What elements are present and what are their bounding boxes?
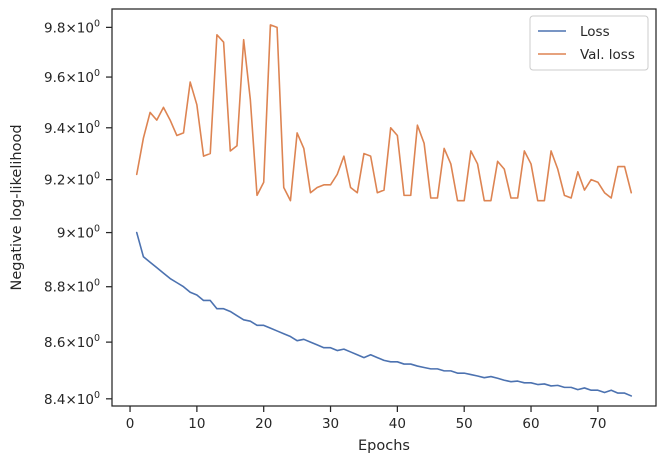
x-tick-label: 20 bbox=[255, 416, 272, 432]
x-axis-label: Epochs bbox=[358, 438, 410, 454]
y-axis-label: Negative log-likelihood bbox=[9, 124, 25, 290]
y-axis-ticks: 8.4×100 8.6×100 8.8×100 9×100 9.2×100 9.4×100… bbox=[44, 18, 112, 408]
series-layer bbox=[135, 24, 633, 397]
x-tick-label: 50 bbox=[456, 416, 473, 432]
x-tick-label: 0 bbox=[126, 416, 135, 432]
y-tick-label: 8.8×100 bbox=[44, 278, 100, 296]
x-tick-label: 30 bbox=[322, 416, 339, 432]
y-tick-label: 9.6×100 bbox=[44, 68, 100, 86]
x-tick-label: 10 bbox=[188, 416, 205, 432]
legend: Loss Val. loss bbox=[529, 15, 649, 71]
legend-label-loss: Loss bbox=[580, 24, 610, 40]
x-tick-label: 60 bbox=[522, 416, 539, 432]
x-tick-label: 40 bbox=[389, 416, 406, 432]
y-tick-label: 9.8×100 bbox=[44, 18, 100, 36]
series-line-loss bbox=[135, 231, 633, 397]
y-tick-label: 8.4×100 bbox=[44, 390, 100, 408]
y-tick-label: 9.4×100 bbox=[44, 119, 100, 137]
plot-frame bbox=[111, 8, 657, 407]
y-tick-label: 8.6×100 bbox=[44, 333, 100, 351]
legend-box bbox=[529, 15, 649, 71]
series-line-val-loss bbox=[135, 24, 633, 202]
x-tick-label: 70 bbox=[589, 416, 606, 432]
y-tick-label: 9×100 bbox=[57, 224, 100, 242]
x-axis-ticks: 0 10 20 30 40 50 60 70 bbox=[126, 406, 606, 432]
y-tick-label: 9.2×100 bbox=[44, 171, 100, 189]
legend-label-val-loss: Val. loss bbox=[580, 47, 635, 63]
